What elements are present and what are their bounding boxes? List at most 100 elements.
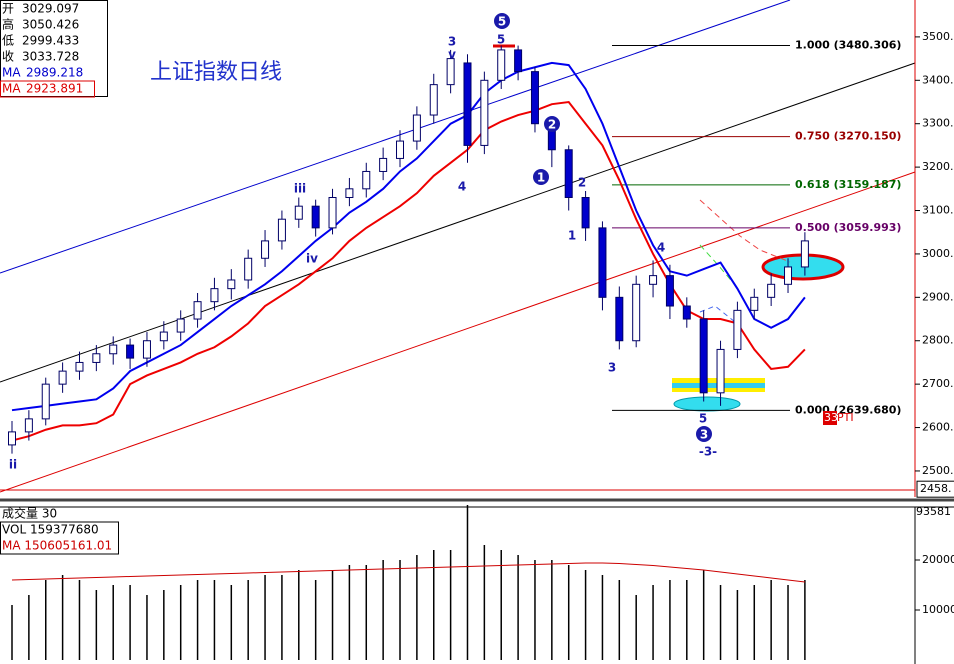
fib-label: 0.618 (3159.187) [795, 178, 901, 191]
wave-label: 5 [699, 412, 707, 426]
info-label: 高 [2, 17, 14, 32]
wave-label: 5 [497, 33, 505, 47]
wave-label: iii [294, 182, 306, 196]
info-label: 低 [2, 34, 14, 48]
volume-label: VOL 159377680 [2, 523, 99, 537]
projection-line [699, 244, 736, 286]
candle-body [176, 318, 185, 333]
candle-body [109, 344, 118, 355]
candle-body [261, 240, 270, 259]
trend-line [0, 62, 916, 383]
candle-body [58, 370, 67, 385]
wave-circle [494, 13, 510, 29]
highlight-ellipse [673, 396, 741, 412]
candle-body [784, 266, 793, 285]
candle-body [429, 84, 438, 116]
chart-title: 上证指数日线 [150, 60, 282, 85]
candle-body [294, 205, 303, 220]
candle-body [328, 196, 337, 229]
wave-label: 2 [578, 176, 586, 190]
ma-info-name: MA [2, 82, 21, 96]
candle-body [581, 196, 590, 229]
candle-body [412, 114, 421, 142]
fib-label: 0.000 (2639.680) [795, 403, 901, 416]
pti-text: PTI [837, 411, 854, 424]
info-value: 2999.433 [22, 34, 79, 48]
wave-label: ii [9, 458, 17, 472]
candle-body [345, 188, 354, 198]
pti-num: 33 [824, 411, 838, 424]
candle-body [463, 62, 472, 146]
volume-corner-label: 93581 [916, 505, 951, 518]
candle-body [227, 279, 236, 290]
y-tick-label: 2600. [922, 421, 954, 434]
candle-body [716, 348, 725, 394]
cursor-label: 2458. [920, 482, 952, 495]
projection-line [699, 199, 791, 263]
candle-body [379, 157, 388, 172]
volume-box [0, 521, 119, 555]
info-label: 收 [2, 50, 14, 64]
volume-y-tick-label: 10000 [922, 603, 954, 616]
candle-body [142, 340, 151, 359]
wave-circled-label: 2 [548, 118, 556, 132]
info-value: 3050.426 [22, 18, 79, 32]
ma-info-value: 2989.218 [26, 66, 83, 80]
y-tick-label: 3000. [922, 247, 954, 260]
candle-body [598, 227, 607, 298]
wave-circled-label: 3 [700, 428, 708, 442]
wave-circled-label: 1 [537, 171, 545, 185]
info-value: 3029.097 [22, 2, 79, 16]
wave-label: 3 [448, 35, 456, 49]
candle-body [126, 344, 135, 359]
candle-body [210, 288, 219, 303]
info-value: 3033.728 [22, 50, 79, 64]
candle-body [497, 49, 506, 81]
candle-body [24, 418, 33, 433]
candle-body [530, 71, 539, 125]
y-tick-label: 2900. [922, 290, 954, 303]
wave-circle [533, 169, 549, 185]
volume-ma-label: MA 150605161.01 [2, 539, 112, 553]
candle-body [244, 257, 253, 281]
y-tick-label: 3400. [922, 73, 954, 86]
volume-title: 成交量 30 [2, 506, 57, 521]
wave-label: 4 [657, 241, 665, 255]
wave-label: iv [306, 252, 318, 266]
candle-body [682, 305, 691, 320]
fib-label: 0.500 (3059.993) [795, 221, 901, 234]
candle-body [446, 58, 455, 86]
fib-label: 0.750 (3270.150) [795, 130, 901, 143]
candle-body [750, 296, 759, 311]
candle-body [564, 149, 573, 198]
ma-info-name: MA [2, 66, 21, 80]
candle-body [733, 309, 742, 350]
info-box [0, 80, 95, 98]
candle-body [632, 283, 641, 342]
y-tick-label: 3200. [922, 160, 954, 173]
y-tick-label: 2500. [922, 464, 954, 477]
pti-box [823, 411, 837, 425]
y-tick-label: 2700. [922, 377, 954, 390]
wave-label: -3- [699, 445, 717, 459]
candle-body [800, 240, 809, 268]
candle-body [159, 331, 168, 342]
candle-body [514, 49, 523, 73]
candle-body [665, 275, 674, 307]
fib-label: 1.000 (3480.306) [795, 38, 901, 51]
candle-body [75, 361, 84, 372]
candle-body [615, 296, 624, 342]
cursor-box [916, 480, 954, 498]
ma-line [11, 61, 806, 412]
candle-body [699, 318, 708, 394]
wave-label: v [448, 48, 456, 62]
volume-ma-line [11, 562, 805, 583]
wave-label: 3 [608, 361, 616, 375]
candle-body [396, 140, 405, 159]
y-tick-label: 3500. [922, 30, 954, 43]
candle-body [41, 383, 50, 420]
candle-body [311, 205, 320, 229]
candle-body [92, 353, 101, 363]
